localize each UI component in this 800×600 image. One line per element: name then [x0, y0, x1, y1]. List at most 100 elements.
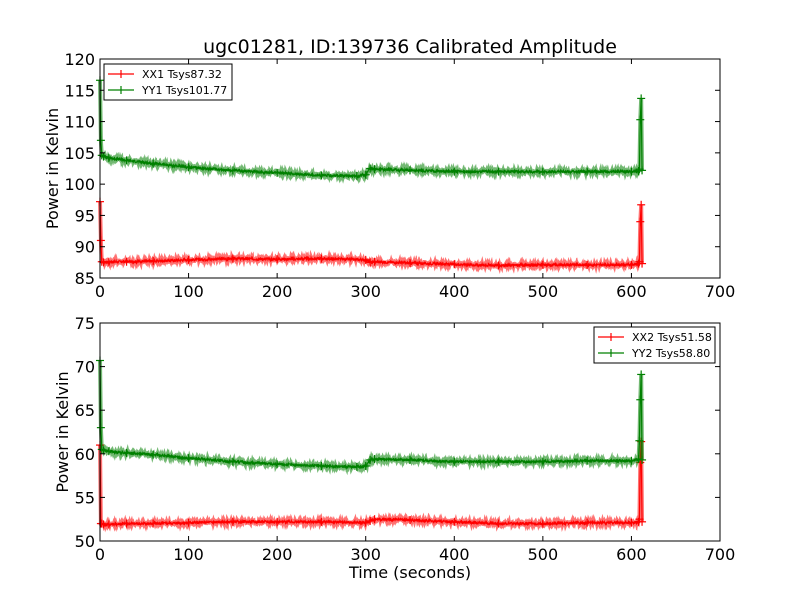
data-point: [636, 395, 645, 404]
data-point: [583, 260, 592, 269]
data-point: [104, 447, 113, 456]
data-point: [104, 520, 113, 529]
data-point: [370, 257, 379, 266]
y-tick-label: 110: [64, 113, 95, 132]
data-point: [228, 517, 237, 526]
data-point: [149, 450, 158, 459]
legend-entry: XX1 Tsys87.32: [108, 68, 222, 81]
series-1-2: [96, 76, 647, 184]
y-axis-label: Power in Kelvin: [53, 371, 72, 492]
x-tick-label: 700: [705, 545, 736, 564]
legend: XX1 Tsys87.32 YY1 Tsys101.77: [103, 63, 233, 101]
data-point: [366, 516, 375, 525]
data-point: [184, 255, 193, 264]
y-axis-label: Power in Kelvin: [43, 108, 62, 229]
x-axis-label: Time (seconds): [348, 563, 471, 582]
data-point: [636, 115, 645, 124]
data-point: [149, 257, 158, 266]
x-tick-label: 100: [173, 282, 204, 301]
y-tick-label: 55: [75, 488, 95, 507]
y-tick-label: 50: [75, 532, 95, 551]
data-point: [370, 455, 379, 464]
data-point: [450, 260, 459, 269]
x-tick-label: 600: [616, 545, 647, 564]
x-tick-label: 300: [350, 282, 381, 301]
data-point: [494, 261, 503, 270]
y-tick-label: 115: [64, 81, 95, 100]
data-point: [317, 254, 326, 263]
data-point: [122, 519, 131, 528]
data-point: [638, 166, 647, 175]
legend-entry: YY1 Tsys101.77: [108, 84, 227, 97]
data-point: [228, 457, 237, 466]
x-tick-label: 600: [616, 282, 647, 301]
data-point: [99, 446, 108, 455]
data-point: [583, 456, 592, 465]
data-point: [637, 200, 646, 209]
chart-title: ugc01281, ID:139736 Calibrated Amplitude: [203, 36, 617, 58]
y-tick-label: 95: [75, 206, 95, 225]
data-point: [583, 167, 592, 176]
y-tick-label: 105: [64, 144, 95, 163]
data-point: [366, 258, 375, 267]
data-point: [361, 170, 370, 179]
data-point: [104, 153, 113, 162]
x-tick-label: 700: [705, 282, 736, 301]
data-point: [96, 236, 105, 245]
data-point: [361, 462, 370, 471]
legend: XX2 Tsys51.58 YY2 Tsys58.80: [593, 326, 716, 364]
data-point: [494, 167, 503, 176]
data-point: [538, 260, 547, 269]
y-tick-label: 65: [75, 401, 95, 420]
axes-frame: [99, 322, 721, 542]
data-point: [361, 255, 370, 264]
x-tick-label: 500: [528, 282, 559, 301]
x-tick-label: 0: [95, 282, 105, 301]
legend-box: [593, 326, 716, 364]
data-point: [634, 455, 643, 464]
data-point: [352, 172, 361, 181]
x-tick-label: 200: [262, 282, 293, 301]
data-point: [450, 457, 459, 466]
data-point: [627, 260, 636, 269]
data-point: [361, 518, 370, 527]
data-point: [538, 457, 547, 466]
y-tick-label: 70: [75, 358, 95, 377]
data-point: [627, 518, 636, 527]
data-point: [97, 519, 106, 528]
data-point: [122, 257, 131, 266]
data-point: [273, 255, 282, 264]
series-2-1: [96, 437, 647, 533]
data-point: [538, 167, 547, 176]
data-point: [638, 455, 647, 464]
data-point: [99, 258, 108, 267]
data-point: [96, 136, 105, 145]
data-point: [494, 457, 503, 466]
legend-entry: XX2 Tsys51.58: [598, 331, 712, 344]
legend-box: [103, 63, 233, 101]
data-point: [104, 257, 113, 266]
data-point: [637, 94, 646, 103]
data-point: [149, 519, 158, 528]
data-point: [273, 168, 282, 177]
data-point: [450, 167, 459, 176]
x-tick-label: 100: [173, 545, 204, 564]
lower-subplot: 0 100 200 300 400 500 600 700 50 55 60 65 70 75 Power …: [53, 314, 735, 582]
x-tick-label: 0: [95, 545, 105, 564]
legend-label: YY1 Tsys101.77: [141, 84, 227, 97]
y-tick-label: 60: [75, 445, 95, 464]
y-tick-label: 85: [75, 269, 95, 288]
data-point: [96, 423, 105, 432]
legend-entry: YY2 Tsys58.80: [598, 347, 710, 360]
data-point: [450, 517, 459, 526]
data-point: [317, 462, 326, 471]
data-point: [149, 159, 158, 168]
data-point: [184, 454, 193, 463]
data-point: [99, 152, 108, 161]
data-point: [370, 515, 379, 524]
data-point: [184, 518, 193, 527]
y-tick-label: 100: [64, 175, 95, 194]
data-point: [97, 445, 106, 454]
data-point: [370, 165, 379, 174]
